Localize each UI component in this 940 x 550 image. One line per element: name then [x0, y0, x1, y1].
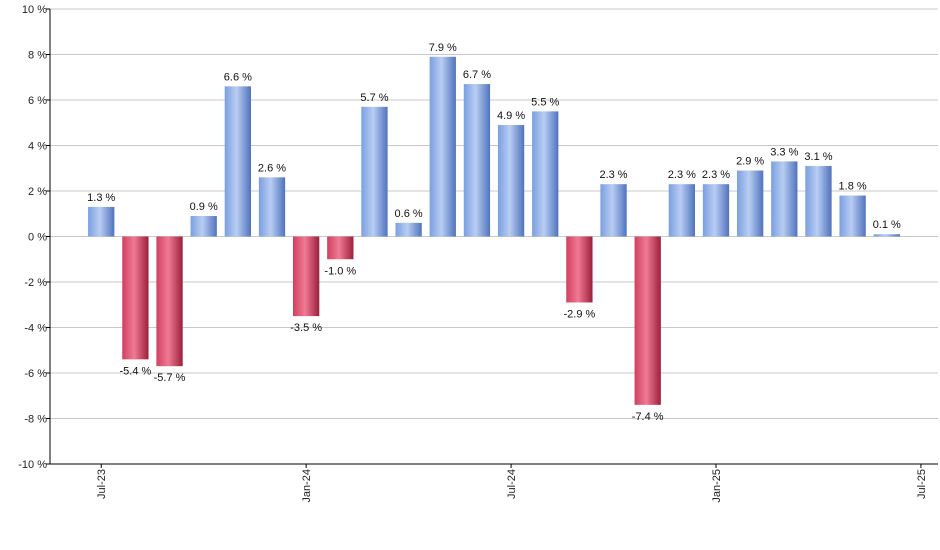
data-label: 2.6 %	[258, 162, 286, 174]
bar	[156, 236, 183, 367]
data-label: 5.7 %	[360, 92, 388, 104]
data-label: -5.4 %	[119, 365, 151, 377]
y-tick-label: 8 %	[28, 50, 47, 62]
data-label: 0.6 %	[395, 208, 423, 220]
data-label: 6.7 %	[463, 69, 491, 81]
bar	[395, 222, 422, 237]
data-label: -2.9 %	[563, 308, 595, 320]
bar	[702, 184, 730, 237]
data-label: 1.8 %	[839, 181, 867, 193]
bar	[497, 125, 525, 237]
data-label: -7.4 %	[632, 411, 664, 423]
bar	[600, 184, 627, 237]
data-labels: 1.3 % -5.4 %-5.7 % 0.9 % 6.6 % 2.6 % -3.5 % -1…	[87, 42, 901, 423]
axes	[49, 9, 938, 468]
x-tick-label: Jul-23	[96, 469, 108, 499]
x-tick-label: Jan-25	[711, 469, 723, 503]
data-label: 6.6 %	[224, 71, 252, 83]
bar	[566, 236, 593, 303]
data-label: -1.0 %	[324, 265, 356, 277]
bar	[258, 177, 286, 237]
bar	[463, 84, 491, 237]
bar	[224, 86, 251, 237]
bar	[668, 184, 695, 237]
bar	[122, 236, 149, 360]
y-tick-label: 4 %	[28, 141, 47, 153]
y-tick-label: 2 %	[28, 186, 47, 198]
bar	[771, 161, 798, 237]
data-label: 0.9 %	[190, 201, 218, 213]
bar	[88, 206, 115, 237]
bar	[805, 165, 832, 237]
y-tick-label: -2 %	[24, 277, 47, 289]
bar	[737, 170, 764, 237]
y-tick-label: -8 %	[24, 414, 47, 426]
data-label: 2.3 %	[702, 169, 730, 181]
data-label: 3.1 %	[804, 151, 832, 163]
bar	[327, 236, 354, 260]
data-label: 5.5 %	[531, 96, 559, 108]
x-tick-label: Jul-24	[506, 469, 518, 499]
bar	[429, 56, 456, 237]
data-label: 2.3 %	[599, 169, 627, 181]
bar	[190, 216, 217, 237]
y-tick-label: -6 %	[24, 368, 47, 380]
y-tick-label: -4 %	[24, 323, 47, 335]
data-label: -5.7 %	[154, 372, 186, 384]
y-tick-label: 6 %	[28, 95, 47, 107]
bar	[873, 234, 900, 237]
bar	[293, 236, 320, 317]
bar	[361, 106, 388, 237]
y-tick-label: 0 %	[28, 232, 47, 244]
data-label: 4.9 %	[497, 110, 525, 122]
y-tick-labels: -10 % -8 % -6 % -4 % -2 % 0 % 2 % 4 % 6 % 8 % 10 %	[18, 4, 47, 471]
data-label: 2.9 %	[736, 156, 764, 168]
data-label: -3.5 %	[290, 322, 322, 334]
data-label: 2.3 %	[668, 169, 696, 181]
data-label: 0.1 %	[873, 219, 901, 231]
bars	[88, 56, 900, 405]
x-tick-label: Jan-24	[301, 469, 313, 503]
y-tick-label: 10 %	[22, 4, 47, 16]
y-tick-label: -10 %	[18, 459, 47, 471]
x-tick-labels: Jul-23 Jan-24 Jul-24 Jan-25 Jul-25	[96, 469, 928, 503]
data-label: 1.3 %	[87, 192, 115, 204]
data-label: 3.3 %	[770, 146, 798, 158]
bar	[839, 195, 866, 237]
bar	[532, 111, 559, 237]
data-label: 7.9 %	[429, 42, 457, 54]
x-tick-label: Jul-25	[916, 469, 928, 499]
bar	[634, 236, 661, 405]
